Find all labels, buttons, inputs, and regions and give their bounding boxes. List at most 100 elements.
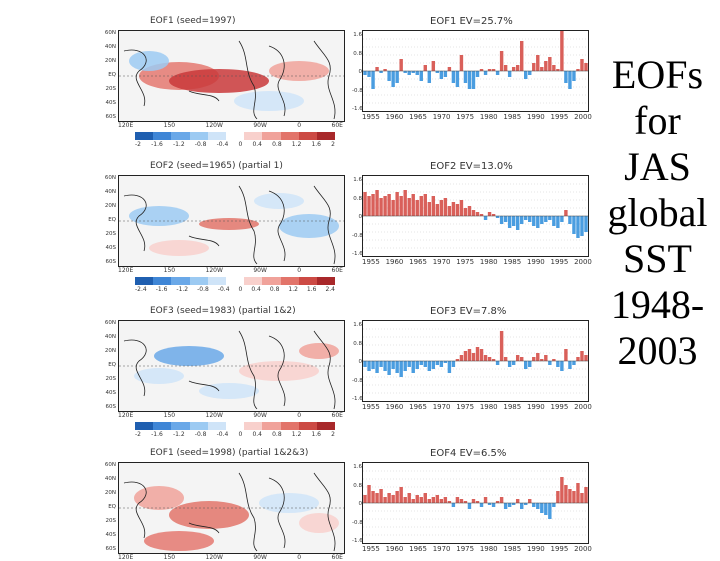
year-label: 1955 [362,113,380,121]
colorbar-swatch [280,422,299,430]
bar-1976 [475,347,480,361]
bar-2000 [572,361,576,365]
timeseries-y-labels: 1.6 0.8 0 -0.8 -1.6 [352,464,363,544]
timeseries-chart [362,462,589,544]
bar-1990 [532,216,536,226]
timeseries-y-label: -1.6 [352,251,363,257]
bar-1964 [427,202,432,216]
coastline [188,380,220,392]
colorbar-label: -1.6 [151,431,163,438]
sst-map [118,462,345,554]
coastline [268,190,286,262]
bar-1948 [363,361,367,367]
coastline [313,472,336,552]
bar-1963 [423,493,427,503]
coastline [268,335,286,407]
bar-1987 [520,503,524,509]
colorbar-swatch [171,422,190,430]
bar-1975 [471,353,476,361]
bar-1965 [431,196,436,216]
bar-1988 [524,71,528,79]
bar-1982 [499,216,504,224]
colorbar-labels: -2 -1.6 -1.2 -0.8 -0.4 0 0.4 0.8 1.2 1.6 2 [135,431,335,438]
bar-1999 [568,489,572,503]
map-lat-label: 20N [104,490,116,496]
bar-1983 [503,65,508,71]
bar-1974 [467,71,472,89]
colorbar-swatch [171,132,190,140]
bar-1957 [399,196,403,216]
bar-1958 [403,497,407,503]
sst-map [118,175,345,267]
colorbar-swatch [316,422,336,430]
colorbar-label: 1.2 [288,286,298,293]
colorbar-label: 0.4 [252,431,262,438]
bar-1953 [383,361,387,371]
bar-1992 [540,359,544,361]
bar-2003 [584,487,588,503]
year-label: 1975 [456,403,475,411]
map-lon-label: 60E [331,122,343,129]
map-lon-label: 0 [297,122,302,129]
bar-1961 [415,361,419,369]
bar-2003 [584,355,588,361]
bar-1966 [435,361,440,365]
side-title-line: 2003 [617,328,698,373]
side-title-line: JAS [624,144,691,189]
year-label: 1965 [409,258,427,266]
bar-1970 [451,361,456,367]
map-lat-label: 60N [104,30,116,36]
bar-1972 [459,355,464,361]
colorbar-swatch [189,132,208,140]
map-lat-labels: 60N 40N 20N EQ 20S 40S 60S [100,462,116,552]
map-lat-labels: 60N 40N 20N EQ 20S 40S 60S [100,320,116,410]
bar-1967 [439,71,444,79]
year-label: 1985 [503,113,522,121]
year-label: 1985 [503,545,522,553]
timeseries-y-labels: 1.6 0.8 0 -0.8 -1.6 [352,32,363,112]
colorbar-label: -0.8 [194,141,207,148]
bar-1987 [520,357,524,361]
bar-1964 [427,71,432,83]
bar-1980 [491,214,496,216]
anomaly-region [144,531,214,551]
bar-1989 [528,71,532,75]
bar-1960 [411,71,415,73]
anomaly-region [299,513,339,533]
colorbar-label: 0.8 [269,286,280,293]
map-lat-label: 40N [104,476,116,482]
bar-1955 [391,200,395,216]
coastline [238,330,258,410]
colorbar-label: 0.4 [251,286,261,293]
bar-1970 [451,503,456,507]
map-lon-labels: 120E 150 120W 90W 0 60E [118,267,343,274]
bar-1977 [479,69,484,71]
bar-1990 [532,63,536,71]
bar-1975 [471,210,476,216]
timeseries-chart [362,320,589,402]
colorbar-label: -1.2 [176,286,189,293]
map-lat-label: 40N [104,44,116,50]
bar-2000 [572,491,576,503]
timeseries-year-labels: 1955 1960 1965 1970 1975 1980 1985 1990 1995 2000 [362,113,592,121]
year-label: 1995 [550,545,569,553]
coastline [188,90,220,102]
timeseries-y-label: 1.6 [353,32,362,38]
bar-1983 [503,357,508,361]
year-label: 1970 [432,113,451,121]
map-lat-label: 20N [104,348,116,354]
bar-1986 [515,499,520,503]
map-lon-label: 120E [118,122,134,129]
bar-1969 [447,361,452,373]
bar-1966 [435,495,440,503]
bar-1976 [475,71,480,77]
bar-1989 [528,499,532,503]
bar-1996 [556,69,560,71]
map-lon-label: 0 [297,412,302,419]
map-lat-label: EQ [108,72,116,78]
map-lon-label: 120W [205,554,223,561]
map-title: EOF1 (seed=1997) [150,16,236,26]
bar-1976 [475,501,480,503]
map-lon-label: 120E [118,267,134,274]
bar-1983 [503,503,508,509]
